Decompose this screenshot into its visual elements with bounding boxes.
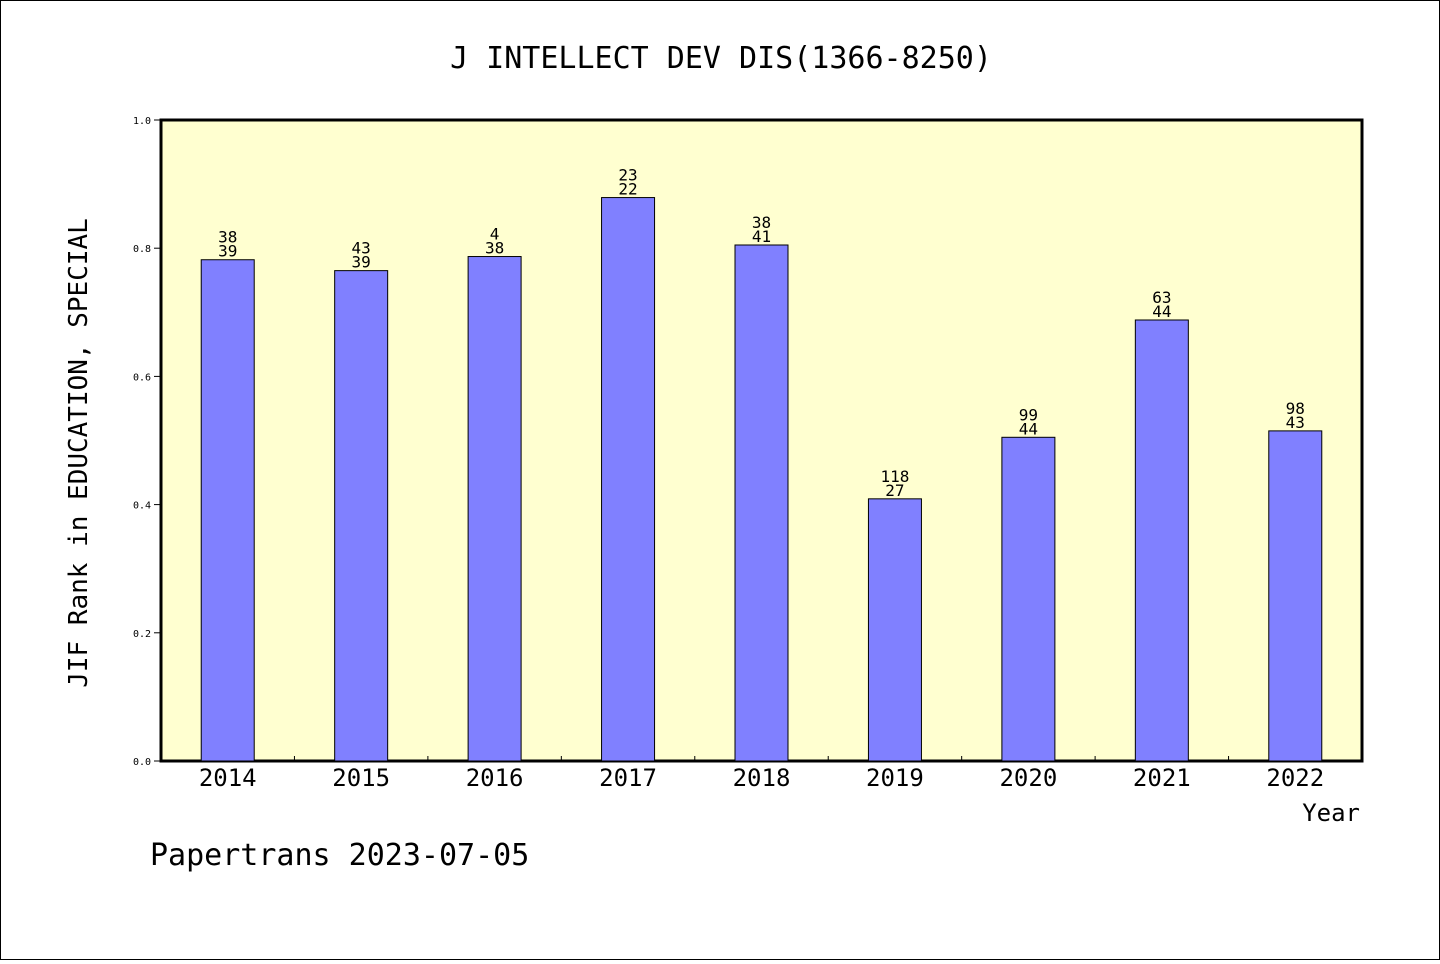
y-axis: 0.0 0.2 0.4 0.6 0.8 1.0 — [133, 116, 161, 768]
data-label-top-2015: 43 — [352, 239, 371, 258]
data-label-bottom-2017: 22 — [618, 180, 637, 199]
x-tick-label-2015: 2015 — [332, 764, 390, 792]
data-label-bottom-2021: 44 — [1152, 302, 1171, 321]
data-label-bottom-2022: 43 — [1286, 413, 1305, 432]
data-label-top-2022: 98 — [1286, 399, 1305, 418]
bar-2019 — [867, 498, 922, 762]
bar-2020 — [1001, 436, 1056, 762]
y-tick-label: 1.0 — [133, 116, 151, 127]
data-label-bottom-2016: 38 — [485, 239, 504, 258]
x-tick-label-2019: 2019 — [866, 764, 924, 792]
y-axis-label: JIF Rank in EDUCATION, SPECIAL — [64, 218, 94, 688]
bar-2014 — [200, 259, 255, 762]
x-tick-label-2014: 2014 — [199, 764, 257, 792]
bar-2018 — [734, 244, 789, 762]
x-axis-label: Year — [1302, 799, 1360, 827]
data-label-top-2017: 23 — [618, 166, 637, 185]
y-tick-label: 0.2 — [133, 629, 151, 640]
chart-title: J INTELLECT DEV DIS(1366-8250) — [450, 41, 992, 76]
data-label-top-2020: 99 — [1019, 405, 1038, 424]
x-tick-label-2021: 2021 — [1133, 764, 1191, 792]
x-axis: 2014 2015 2016 2017 2018 2019 2020 2021 2022 — [199, 756, 1324, 792]
data-label-top-2021: 63 — [1152, 288, 1171, 307]
bar-2022 — [1268, 430, 1323, 762]
x-tick-label-2020: 2020 — [999, 764, 1057, 792]
x-tick-label-2018: 2018 — [733, 764, 791, 792]
bar-2016 — [467, 256, 522, 762]
y-tick-label: 0.8 — [133, 244, 151, 255]
data-label-bottom-2015: 39 — [352, 253, 371, 272]
x-tick-label-2017: 2017 — [599, 764, 657, 792]
data-label-top-2016: 4 — [490, 225, 500, 244]
data-label-bottom-2019: 27 — [885, 481, 904, 500]
footer-credit: Papertrans 2023-07-05 — [150, 838, 529, 873]
bar-2015 — [334, 270, 389, 762]
data-label-bottom-2020: 44 — [1019, 419, 1038, 438]
x-tick-label-2016: 2016 — [466, 764, 524, 792]
data-label-bottom-2018: 41 — [752, 227, 771, 246]
data-label-top-2019: 118 — [880, 467, 909, 486]
y-tick-label: 0.0 — [133, 757, 151, 768]
y-tick-label: 0.6 — [133, 372, 151, 383]
data-label-bottom-2014: 39 — [218, 242, 237, 261]
bar-2021 — [1134, 319, 1189, 762]
data-label-top-2018: 38 — [752, 213, 771, 232]
x-tick-label-2022: 2022 — [1266, 764, 1324, 792]
y-tick-label: 0.4 — [133, 501, 151, 512]
data-label-top-2014: 38 — [218, 228, 237, 247]
bar-2017 — [601, 197, 656, 762]
